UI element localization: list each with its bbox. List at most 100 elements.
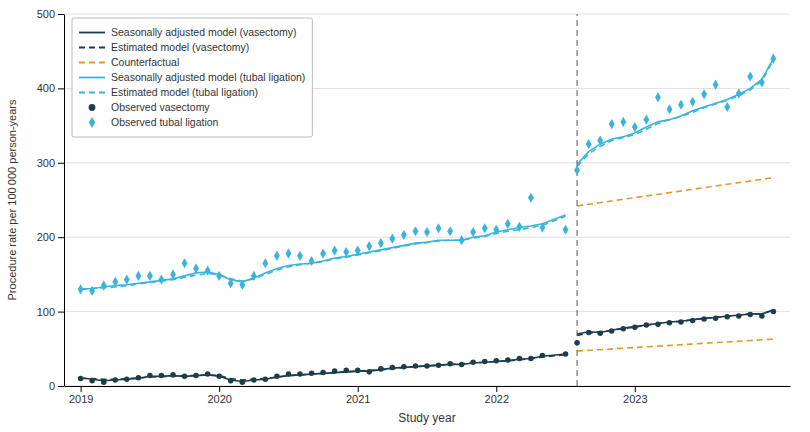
point [78,376,84,382]
point [494,358,500,364]
point [343,247,349,257]
tick: 0 [49,380,64,392]
point [620,117,626,127]
tick: 200 [37,231,64,243]
point [147,373,153,379]
point [112,277,118,287]
point [401,364,407,370]
point [216,271,222,281]
tick: 300 [37,157,64,169]
point [597,330,603,336]
point [112,377,118,383]
legend-frame [72,18,312,137]
grid [64,14,790,386]
point [632,324,638,330]
legend-item: Observed tubal ligation [89,116,219,128]
point [124,275,130,285]
tick: 2023 [623,386,647,405]
scatter-series [78,54,777,296]
point [413,363,419,369]
point [355,245,361,255]
point [297,371,303,377]
tick-mark [219,386,220,392]
legend-swatch [79,47,105,49]
legend-item: Estimated model (tubal ligation) [79,86,258,98]
point [770,54,776,64]
tick-label: 2021 [346,393,370,405]
point [274,251,280,261]
point [736,313,742,319]
tick-mark [58,88,64,89]
point [170,269,176,279]
point [667,104,673,114]
tick-label: 300 [37,157,55,169]
tick-mark [58,386,64,387]
point [621,326,627,332]
point [713,80,719,90]
tick: 400 [37,82,64,94]
point [263,377,269,383]
x-axis-title: Study year [398,411,455,425]
point [470,227,476,237]
point [228,378,234,384]
tick-mark [58,14,64,15]
point [493,225,499,235]
point [159,373,165,379]
point [182,258,188,268]
tick-label: 100 [37,306,55,318]
legend-label: Seasonally adjusted model (tubal ligatio… [111,71,305,83]
point [482,359,488,365]
reference-line [577,14,578,386]
point [632,122,638,132]
tick-label: 0 [49,380,55,392]
axis-line [65,386,791,387]
point [655,321,661,327]
point [343,368,349,374]
point [378,366,384,372]
axis-line [64,15,65,387]
tick-mark [81,386,82,392]
point [609,119,615,129]
grid-line [64,14,790,15]
point [690,318,696,324]
point [89,378,95,384]
legend-label: Estimated model (vasectomy) [111,41,249,53]
point [366,241,372,251]
tick-label: 200 [37,231,55,243]
point [609,328,615,334]
point [309,371,315,377]
point [413,226,419,236]
point [701,316,707,322]
legend-label: Observed tubal ligation [111,116,219,128]
point [274,374,280,380]
tick-label: 400 [37,82,55,94]
point [563,351,569,357]
point [355,368,361,374]
legend-swatch [79,92,105,94]
point [136,375,142,381]
point [563,225,569,235]
series-line [81,60,774,289]
point [378,238,384,248]
legend-swatch [89,117,95,128]
point [447,226,453,236]
point [205,371,211,377]
legend-label: Estimated model (tubal ligation) [111,86,258,98]
legend-swatch [79,62,105,64]
grid-line [64,311,790,312]
tick-label: 2022 [485,393,509,405]
tick: 100 [37,306,64,318]
point [701,89,707,99]
point [193,373,199,379]
point [690,97,696,107]
point [528,356,534,362]
point [170,372,176,378]
legend-label: Observed vasectomy [111,101,210,113]
point [540,353,546,359]
point [309,256,315,266]
point [389,234,395,244]
y-axis: 0100200300400500 [37,8,65,392]
tick-mark [58,163,64,164]
point [390,365,396,371]
point [643,115,649,125]
